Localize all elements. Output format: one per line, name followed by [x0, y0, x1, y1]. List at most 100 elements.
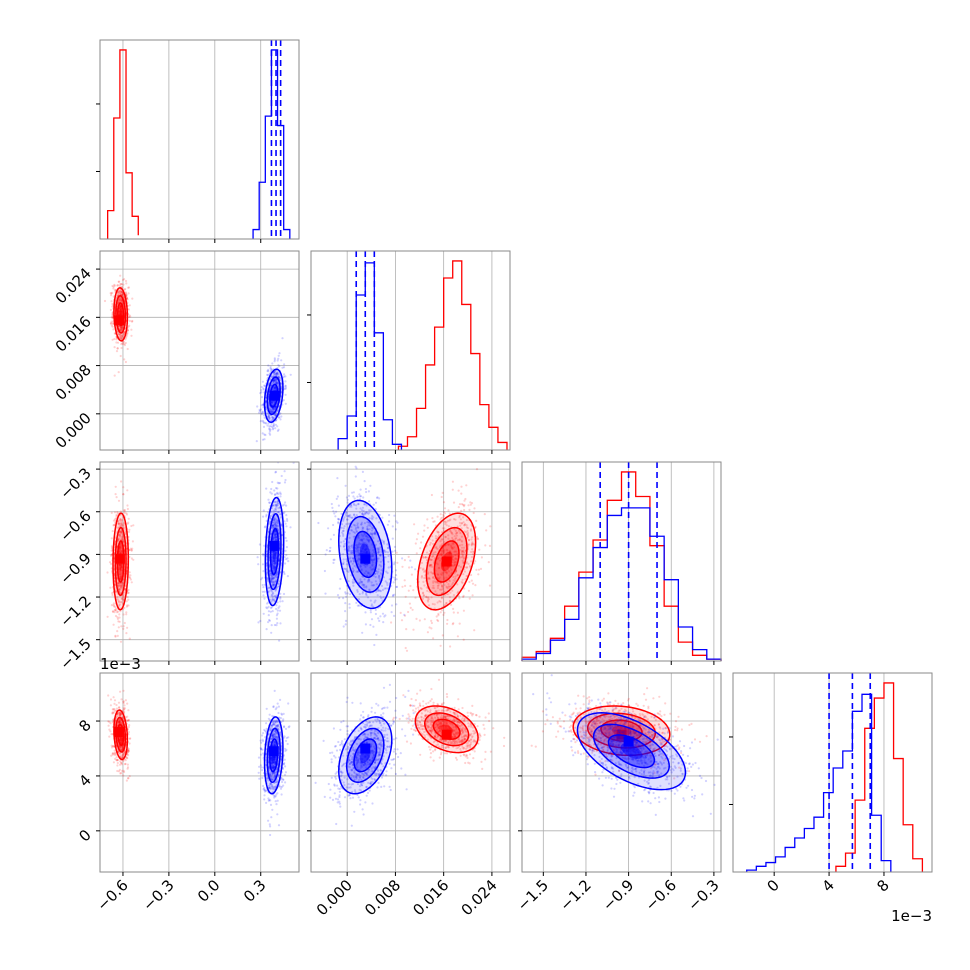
scatter-point — [121, 746, 124, 749]
scatter-point — [118, 299, 121, 302]
scatter-point — [119, 336, 122, 339]
scatter-point — [112, 285, 115, 288]
scatter-point — [270, 600, 273, 603]
scatter-point — [356, 522, 359, 525]
scatter-point — [371, 568, 374, 571]
scatter-point — [383, 542, 386, 545]
scatter-point — [273, 386, 276, 389]
scatter-point — [119, 292, 122, 295]
scatter-point — [270, 411, 274, 414]
scatter-point — [276, 570, 279, 573]
scatter-point — [415, 552, 418, 555]
scatter-point — [270, 487, 273, 491]
scatter-point — [357, 502, 360, 506]
scatter-point — [119, 306, 123, 309]
scatter-point — [332, 558, 335, 562]
scatter-point — [359, 543, 362, 546]
scatter-point — [436, 584, 439, 588]
scatter-point — [119, 274, 122, 277]
scatter-point — [273, 519, 276, 522]
scatter-point — [342, 545, 345, 548]
scatter-point — [355, 514, 358, 517]
scatter-point — [382, 540, 385, 543]
scatter-point — [259, 619, 262, 623]
scatter-point — [260, 391, 263, 394]
scatter-point — [127, 777, 130, 780]
scatter-point — [276, 429, 279, 432]
scatter-point — [372, 527, 375, 530]
scatter-point — [122, 283, 125, 286]
scatter-point — [269, 569, 272, 572]
scatter-point — [437, 567, 440, 570]
scatter-point — [418, 619, 421, 622]
scatter-point — [463, 508, 466, 512]
scatter-point — [430, 563, 433, 567]
scatter-point — [472, 511, 475, 515]
scatter-point — [362, 534, 365, 537]
scatter-point — [275, 378, 278, 381]
scatter-point — [460, 552, 463, 555]
scatter-point — [405, 628, 408, 631]
scatter-point — [112, 623, 115, 626]
scatter-point — [444, 535, 447, 538]
scatter-point — [269, 425, 272, 428]
scatter-point — [355, 526, 358, 529]
scatter-point — [276, 502, 279, 505]
scatter-point — [121, 745, 124, 748]
scatter-point — [127, 325, 130, 328]
scatter-point — [420, 561, 424, 565]
scatter-point — [444, 603, 447, 607]
scatter-point — [119, 305, 122, 308]
scatter-point — [281, 533, 284, 537]
scatter-point — [366, 525, 369, 529]
scatter-point — [460, 546, 464, 549]
scatter-point — [117, 291, 120, 294]
scatter-point — [122, 333, 125, 336]
scatter-point — [261, 432, 264, 435]
scatter-point — [430, 558, 433, 562]
scatter-point — [351, 567, 354, 570]
scatter-point — [341, 531, 344, 534]
scatter-point — [123, 278, 126, 281]
scatter-point — [271, 597, 274, 601]
scatter-point — [266, 424, 269, 427]
scatter-point — [468, 597, 471, 600]
scatter-point — [450, 603, 453, 607]
scatter-point — [283, 363, 286, 366]
scatter-point — [452, 581, 455, 584]
scatter-point — [119, 640, 123, 643]
scatter-point — [268, 619, 271, 622]
scatter-point — [112, 602, 115, 605]
scatter-point — [450, 546, 453, 549]
scatter-point — [273, 568, 276, 571]
scatter-point — [118, 706, 121, 709]
scatter-point — [118, 613, 121, 616]
scatter-point — [271, 480, 274, 484]
scatter-point — [404, 646, 407, 650]
scatter-point — [273, 562, 276, 565]
scatter-point — [128, 737, 131, 740]
scatter-point — [116, 712, 119, 715]
scatter-point — [118, 746, 121, 749]
scatter-point — [360, 523, 363, 526]
scatter-point — [465, 518, 468, 522]
scatter-point — [468, 508, 471, 511]
scatter-point — [344, 610, 347, 613]
scatter-point — [129, 578, 132, 581]
histogram-red-series — [521, 471, 722, 661]
scatter-point — [449, 645, 452, 648]
scatter-point — [342, 558, 345, 561]
scatter-point — [276, 382, 279, 385]
scatter-point — [357, 549, 360, 552]
scatter-point — [123, 342, 126, 345]
scatter-point — [467, 562, 470, 566]
scatter-point — [267, 528, 270, 531]
y-tick-label: 0.008 — [52, 361, 95, 404]
scatter-point — [121, 293, 124, 297]
scatter-point — [410, 566, 413, 569]
scatter-point — [359, 580, 362, 583]
scatter-point — [439, 573, 443, 576]
scatter-point — [275, 519, 278, 522]
scatter-point — [369, 509, 372, 512]
scatter-point — [427, 571, 430, 574]
